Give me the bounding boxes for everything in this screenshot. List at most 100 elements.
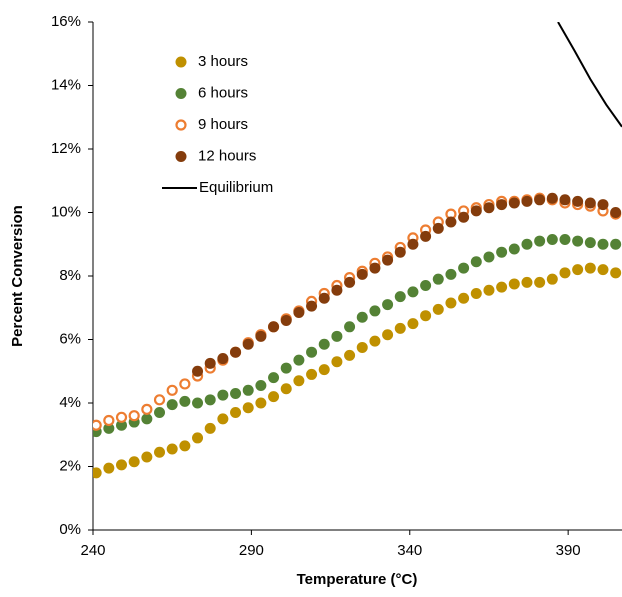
- data-point: [141, 413, 153, 425]
- data-point: [394, 246, 406, 258]
- y-tick-label: 8%: [59, 267, 81, 284]
- data-point: [432, 303, 444, 315]
- data-point: [458, 262, 470, 274]
- data-point: [255, 397, 267, 409]
- data-point: [382, 299, 394, 311]
- legend-marker: [175, 119, 187, 131]
- data-point: [331, 356, 343, 368]
- data-point: [470, 287, 482, 299]
- data-point: [103, 422, 115, 434]
- legend-label: 6 hours: [198, 84, 248, 101]
- data-point: [204, 394, 216, 406]
- data-point: [116, 419, 128, 431]
- data-point: [344, 349, 356, 361]
- y-tick-label: 16%: [51, 13, 81, 30]
- data-point: [306, 346, 318, 358]
- x-tick-label: 340: [397, 542, 422, 559]
- data-point: [103, 462, 115, 474]
- data-point: [318, 292, 330, 304]
- data-point: [242, 384, 254, 396]
- data-point: [179, 395, 191, 407]
- data-point: [496, 199, 508, 211]
- data-point: [382, 254, 394, 266]
- data-point: [584, 262, 596, 274]
- data-point: [394, 322, 406, 334]
- data-point: [141, 451, 153, 463]
- data-point: [306, 300, 318, 312]
- data-point: [344, 276, 356, 288]
- y-tick-label: 2%: [59, 457, 81, 474]
- data-point: [255, 380, 267, 392]
- data-point: [103, 414, 115, 427]
- data-point: [344, 321, 356, 333]
- data-point: [546, 192, 558, 204]
- data-point: [242, 338, 254, 350]
- equilibrium-line: [557, 22, 622, 128]
- x-tick-label: 390: [556, 542, 581, 559]
- y-tick-label: 10%: [51, 203, 81, 220]
- data-point: [508, 243, 520, 255]
- x-tick-label: 290: [239, 542, 264, 559]
- data-point: [521, 238, 533, 250]
- data-point: [230, 346, 242, 358]
- data-point: [407, 286, 419, 298]
- data-point: [331, 284, 343, 296]
- data-point: [154, 407, 166, 419]
- data-point: [394, 291, 406, 303]
- data-point: [534, 235, 546, 247]
- data-point: [166, 399, 178, 411]
- y-tick-label: 14%: [51, 76, 81, 93]
- data-point: [204, 357, 216, 369]
- data-point: [584, 237, 596, 249]
- data-point: [559, 267, 571, 279]
- data-point: [572, 264, 584, 276]
- data-point: [356, 311, 368, 323]
- data-point: [470, 205, 482, 217]
- data-point: [280, 383, 292, 395]
- data-point: [508, 197, 520, 209]
- data-point: [217, 353, 229, 365]
- data-point: [382, 329, 394, 341]
- data-point: [192, 432, 204, 444]
- legend-label: Equilibrium: [199, 179, 273, 196]
- data-point: [420, 230, 432, 242]
- data-point: [470, 256, 482, 268]
- data-point: [483, 202, 495, 214]
- data-point: [432, 273, 444, 285]
- data-point: [432, 222, 444, 234]
- data-point: [546, 273, 558, 285]
- data-point: [597, 238, 609, 250]
- data-point: [230, 407, 242, 419]
- data-point: [610, 238, 622, 250]
- data-point: [420, 280, 432, 292]
- data-point: [420, 310, 432, 322]
- data-point: [192, 365, 204, 377]
- data-point: [293, 375, 305, 387]
- x-tick-label: 240: [80, 542, 105, 559]
- data-point: [268, 372, 280, 384]
- data-point: [559, 194, 571, 206]
- data-point: [356, 341, 368, 353]
- data-point: [93, 467, 102, 479]
- y-tick-label: 0%: [59, 521, 81, 538]
- legend-marker: [175, 56, 187, 68]
- data-point: [217, 413, 229, 425]
- y-axis-title: Percent Conversion: [9, 205, 26, 347]
- data-point: [369, 305, 381, 317]
- data-point: [356, 268, 368, 280]
- data-point: [559, 233, 571, 245]
- y-tick-label: 4%: [59, 394, 81, 411]
- data-point: [407, 238, 419, 250]
- data-point: [572, 195, 584, 207]
- data-point: [496, 281, 508, 293]
- data-point: [534, 194, 546, 206]
- data-point: [597, 264, 609, 276]
- data-point: [217, 389, 229, 401]
- data-point: [610, 267, 622, 279]
- data-point: [597, 199, 609, 211]
- data-point: [318, 364, 330, 376]
- legend-marker: [175, 88, 187, 99]
- data-point: [93, 419, 102, 431]
- plot-area: [93, 22, 622, 479]
- data-point: [141, 403, 153, 415]
